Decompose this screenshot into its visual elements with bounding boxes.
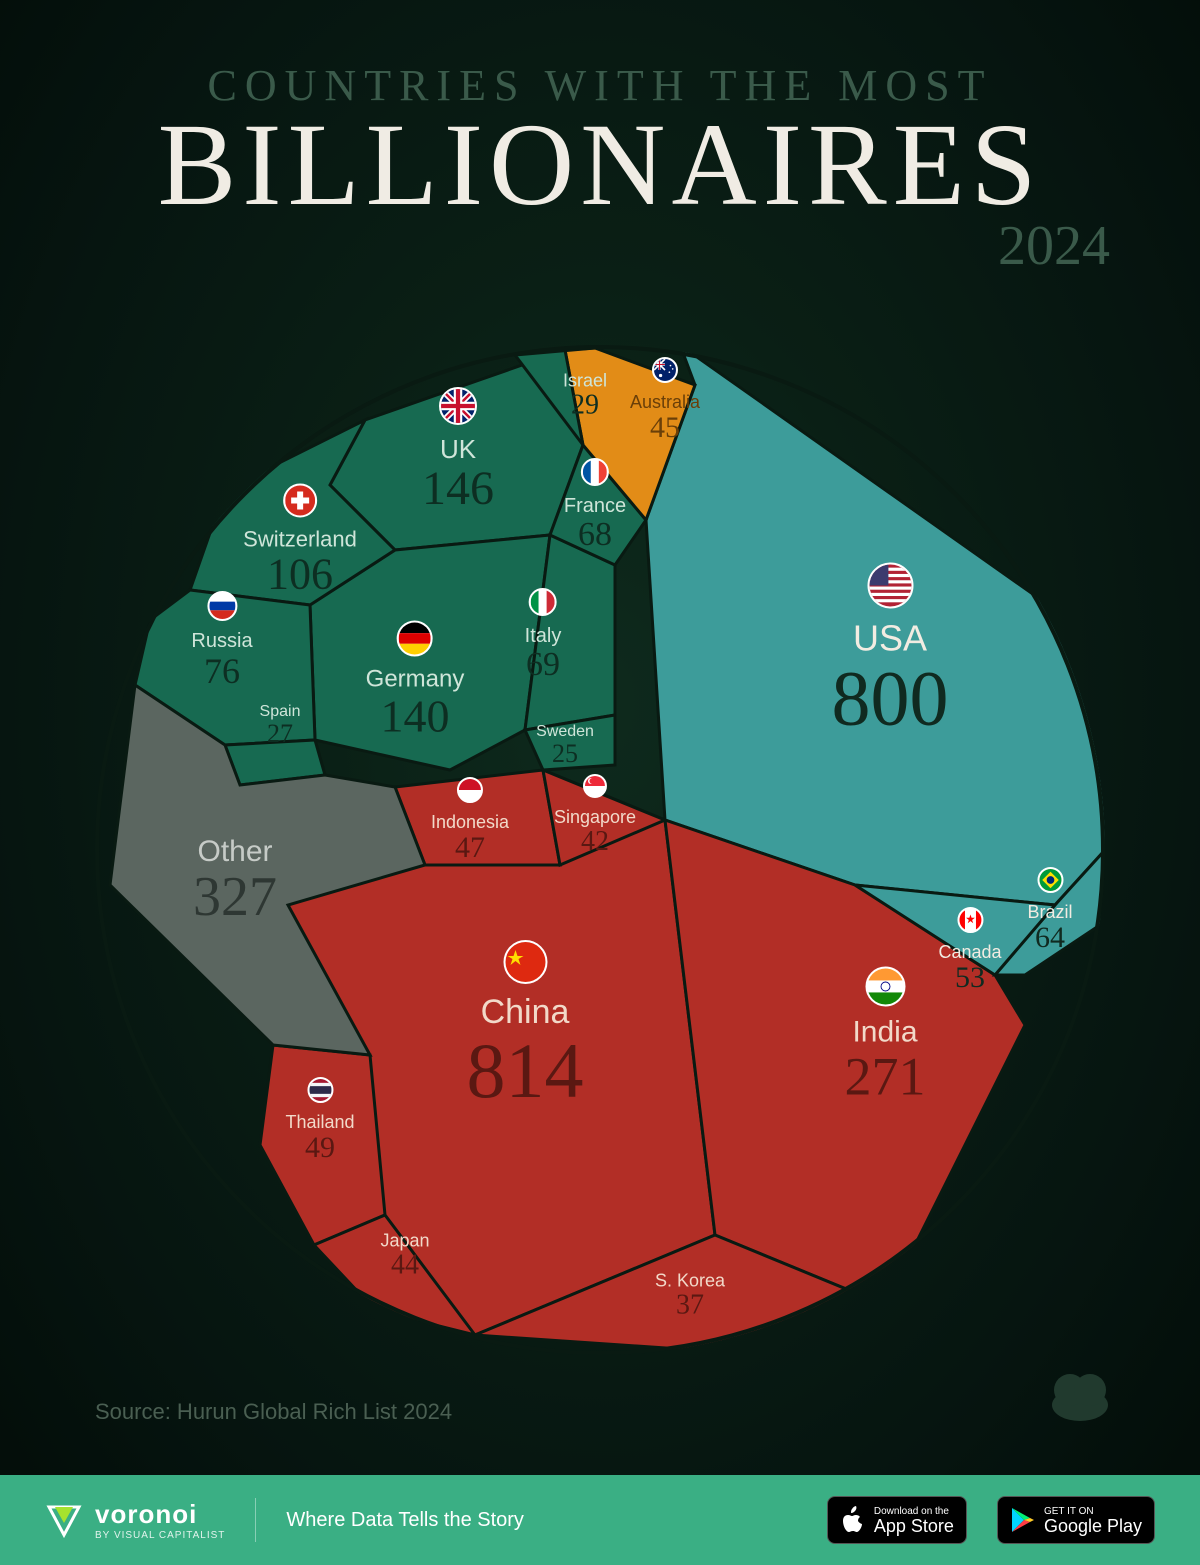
play-icon xyxy=(1010,1506,1036,1534)
appstore-small: Download on the xyxy=(874,1506,954,1517)
voronoi-svg xyxy=(95,345,1105,1355)
cell-thailand xyxy=(260,1045,385,1245)
voronoi-logo-icon xyxy=(45,1501,83,1539)
play-small: GET IT ON xyxy=(1044,1506,1142,1517)
play-big: Google Play xyxy=(1044,1517,1142,1535)
vc-logo-icon xyxy=(1045,1365,1115,1430)
footer-bar: voronoi BY VISUAL CAPITALIST Where Data … xyxy=(0,1475,1200,1565)
appstore-big: App Store xyxy=(874,1517,954,1535)
source-text: Source: Hurun Global Rich List 2024 xyxy=(95,1399,452,1425)
footer-brand: voronoi BY VISUAL CAPITALIST xyxy=(45,1499,225,1541)
title: BILLIONAIRES xyxy=(0,106,1200,224)
footer-tagline: Where Data Tells the Story xyxy=(286,1509,524,1532)
google-play-badge[interactable]: GET IT ONGoogle Play xyxy=(997,1496,1155,1544)
apple-icon xyxy=(840,1505,866,1535)
footer-divider xyxy=(255,1498,256,1542)
voronoi-chart: China814USA800India271UK146Germany140Swi… xyxy=(95,345,1105,1355)
app-store-badge[interactable]: Download on theApp Store xyxy=(827,1496,967,1544)
brand-name: voronoi xyxy=(95,1499,225,1530)
brand-sub: BY VISUAL CAPITALIST xyxy=(95,1530,225,1541)
